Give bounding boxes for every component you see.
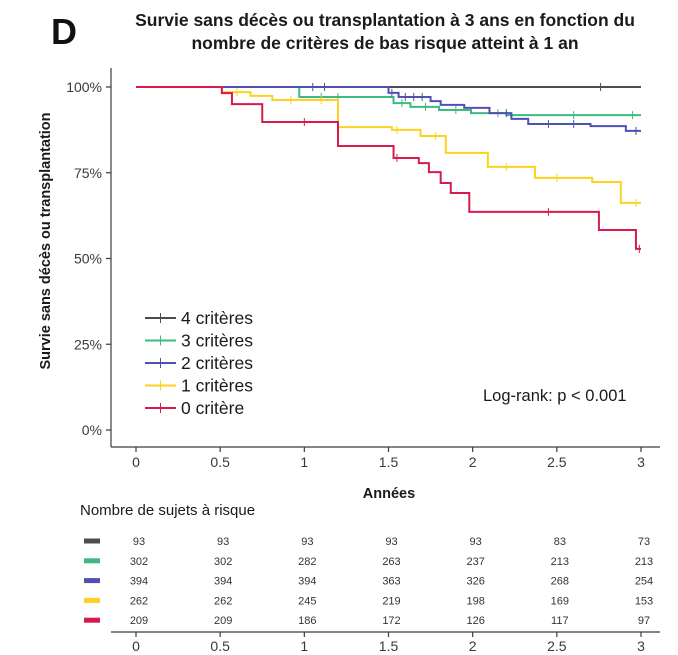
- risk-table-cell: 126: [466, 615, 484, 627]
- risk-table-cell: 186: [298, 615, 316, 627]
- risk-table-row: 394 394 394 363 326 268 254: [84, 576, 653, 588]
- x-tick-label: 3: [637, 454, 645, 470]
- panel-label: D: [51, 11, 77, 52]
- survival-curves: [136, 83, 641, 253]
- y-tick-label: 50%: [74, 251, 102, 267]
- risk-table-cell: 153: [635, 595, 653, 607]
- risk-table-cell: 263: [382, 556, 400, 568]
- risk-table-tick-label: 1: [300, 638, 308, 654]
- x-tick-label: 0: [132, 454, 140, 470]
- legend-item: 3 critères: [145, 331, 253, 351]
- risk-table-cell: 93: [385, 536, 397, 548]
- survival-curve-series-2: [136, 86, 641, 132]
- risk-table-tick-label: 0.5: [210, 638, 230, 654]
- risk-table-row: 302 302 282 263 237 213 213: [84, 556, 653, 568]
- risk-table-cell: 198: [466, 595, 484, 607]
- y-tick-label: 0%: [82, 422, 102, 438]
- risk-table-tick-label: 2: [469, 638, 477, 654]
- risk-table-cell: 262: [130, 595, 148, 607]
- risk-table-cell: 213: [551, 556, 569, 568]
- risk-table-cell: 394: [130, 576, 148, 588]
- risk-table-cell: 302: [214, 556, 232, 568]
- legend-item: 0 critère: [145, 398, 244, 418]
- risk-table-cell: 245: [298, 595, 316, 607]
- risk-table-cell: 394: [298, 576, 316, 588]
- x-tick-label: 1.5: [379, 454, 399, 470]
- survival-curve-series-4: [136, 86, 641, 250]
- y-axis-title: Survie sans décès ou transplantation: [38, 112, 54, 369]
- risk-table-cell: 172: [382, 615, 400, 627]
- risk-table-cell: 93: [470, 536, 482, 548]
- risk-table-row: 262 262 245 219 198 169 153: [84, 595, 653, 607]
- risk-table-tick-label: 3: [637, 638, 645, 654]
- risk-table-cell: 237: [466, 556, 484, 568]
- risk-table-cell: 254: [635, 576, 653, 588]
- chart-title-line-1: Survie sans décès ou transplantation à 3…: [135, 10, 635, 30]
- risk-table-title: Nombre de sujets à risque: [80, 502, 255, 519]
- log-rank-annotation: Log-rank: p < 0.001: [483, 387, 627, 405]
- x-axis: 0 0.5 1 1.5 2 2.5 3: [111, 446, 660, 470]
- legend-label: 2 critères: [181, 353, 253, 373]
- legend-item: 1 critères: [145, 376, 253, 396]
- risk-table-axis: 0 0.5 1 1.5 2 2.5 3: [111, 631, 660, 654]
- risk-table-cell: 93: [133, 536, 145, 548]
- y-tick-label: 25%: [74, 336, 102, 352]
- risk-table-cell: 209: [214, 615, 232, 627]
- risk-table-cell: 93: [301, 536, 313, 548]
- risk-table-cell: 394: [214, 576, 232, 588]
- risk-table-cell: 268: [551, 576, 569, 588]
- risk-table-tick-label: 2.5: [547, 638, 567, 654]
- risk-table-cell: 93: [217, 536, 229, 548]
- risk-table-row: 209 209 186 172 126 117 97: [84, 615, 650, 627]
- risk-table-cell: 169: [551, 595, 569, 607]
- risk-table-cell: 117: [551, 615, 569, 627]
- risk-table-tick-label: 0: [132, 638, 140, 654]
- y-axis: 100% 75% 50% 25% 0%: [66, 68, 112, 447]
- legend-label: 4 critères: [181, 308, 253, 328]
- legend-item: 2 critères: [145, 353, 253, 373]
- risk-table-cell: 219: [382, 595, 400, 607]
- x-axis-title: Années: [363, 486, 415, 502]
- x-tick-label: 2: [469, 454, 477, 470]
- risk-table-cell: 213: [635, 556, 653, 568]
- chart-title-line-2: nombre de critères de bas risque atteint…: [191, 33, 578, 53]
- risk-table-cell: 209: [130, 615, 148, 627]
- risk-table-cell: 282: [298, 556, 316, 568]
- risk-table-cell: 326: [466, 576, 484, 588]
- survival-curve-series-3: [136, 86, 641, 204]
- risk-table-tick-label: 1.5: [379, 638, 399, 654]
- x-tick-label: 2.5: [547, 454, 567, 470]
- risk-table-cell: 97: [638, 615, 650, 627]
- risk-table-cell: 363: [382, 576, 400, 588]
- y-tick-label: 75%: [74, 165, 102, 181]
- risk-table-row: 93 93 93 93 93 83 73: [84, 536, 650, 548]
- legend-label: 0 critère: [181, 398, 244, 418]
- legend-label: 1 critères: [181, 376, 253, 396]
- legend-item: 4 critères: [145, 308, 253, 328]
- risk-table-cell: 262: [214, 595, 232, 607]
- risk-table-cell: 83: [554, 536, 566, 548]
- risk-table-cell: 73: [638, 536, 650, 548]
- y-tick-label: 100%: [66, 79, 102, 95]
- risk-table-cell: 302: [130, 556, 148, 568]
- legend-label: 3 critères: [181, 331, 253, 351]
- x-tick-label: 0.5: [210, 454, 230, 470]
- x-tick-label: 1: [300, 454, 308, 470]
